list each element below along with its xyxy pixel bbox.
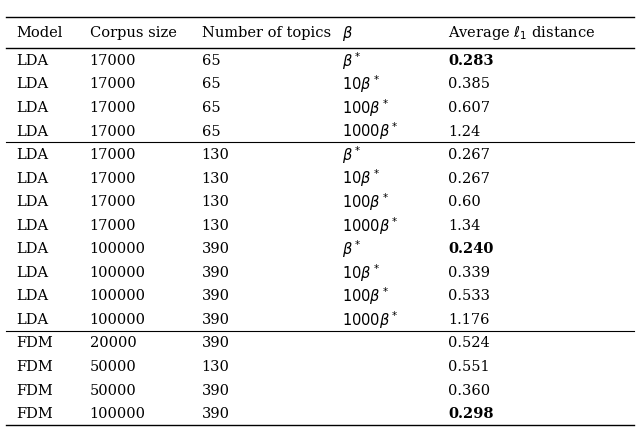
Text: 130: 130: [202, 195, 230, 209]
Text: 0.240: 0.240: [448, 242, 493, 256]
Text: 100000: 100000: [90, 312, 146, 326]
Text: 130: 130: [202, 218, 230, 232]
Text: LDA: LDA: [16, 312, 48, 326]
Text: $10\beta^*$: $10\beta^*$: [342, 167, 380, 189]
Text: $10\beta^*$: $10\beta^*$: [342, 74, 380, 95]
Text: 17000: 17000: [90, 218, 136, 232]
Text: 390: 390: [202, 265, 230, 279]
Text: $\beta^*$: $\beta^*$: [342, 50, 362, 72]
Text: 390: 390: [202, 383, 230, 397]
Text: 65: 65: [202, 124, 220, 138]
Text: 0.524: 0.524: [448, 336, 490, 350]
Text: Model: Model: [16, 26, 62, 40]
Text: 17000: 17000: [90, 101, 136, 115]
Text: $\beta^*$: $\beta^*$: [342, 238, 362, 260]
Text: 390: 390: [202, 289, 230, 303]
Text: LDA: LDA: [16, 195, 48, 209]
Text: 1.24: 1.24: [448, 124, 480, 138]
Text: 100000: 100000: [90, 265, 146, 279]
Text: $1000\beta^*$: $1000\beta^*$: [342, 214, 399, 236]
Text: 0.533: 0.533: [448, 289, 490, 303]
Text: 20000: 20000: [90, 336, 136, 350]
Text: 390: 390: [202, 312, 230, 326]
Text: 0.267: 0.267: [448, 148, 490, 162]
Text: $100\beta^*$: $100\beta^*$: [342, 285, 390, 307]
Text: $\beta^*$: $\beta^*$: [342, 144, 362, 166]
Text: LDA: LDA: [16, 148, 48, 162]
Text: FDM: FDM: [16, 406, 52, 420]
Text: 390: 390: [202, 336, 230, 350]
Text: 390: 390: [202, 242, 230, 256]
Text: $1000\beta^*$: $1000\beta^*$: [342, 308, 399, 330]
Text: 17000: 17000: [90, 195, 136, 209]
Text: 100000: 100000: [90, 242, 146, 256]
Text: 65: 65: [202, 101, 220, 115]
Text: 65: 65: [202, 77, 220, 91]
Text: LDA: LDA: [16, 171, 48, 185]
Text: FDM: FDM: [16, 359, 52, 373]
Text: 17000: 17000: [90, 148, 136, 162]
Text: Corpus size: Corpus size: [90, 26, 177, 40]
Text: Average $\ell_1$ distance: Average $\ell_1$ distance: [448, 24, 595, 42]
Text: 0.339: 0.339: [448, 265, 490, 279]
Text: 17000: 17000: [90, 54, 136, 68]
Text: LDA: LDA: [16, 265, 48, 279]
Text: 130: 130: [202, 359, 230, 373]
Text: 0.283: 0.283: [448, 54, 493, 68]
Text: $100\beta^*$: $100\beta^*$: [342, 191, 390, 212]
Text: LDA: LDA: [16, 289, 48, 303]
Text: 1.176: 1.176: [448, 312, 490, 326]
Text: 390: 390: [202, 406, 230, 420]
Text: 0.360: 0.360: [448, 383, 490, 397]
Text: 0.607: 0.607: [448, 101, 490, 115]
Text: FDM: FDM: [16, 336, 52, 350]
Text: 50000: 50000: [90, 359, 136, 373]
Text: 0.60: 0.60: [448, 195, 481, 209]
Text: 0.551: 0.551: [448, 359, 490, 373]
Text: LDA: LDA: [16, 101, 48, 115]
Text: LDA: LDA: [16, 218, 48, 232]
Text: 65: 65: [202, 54, 220, 68]
Text: 17000: 17000: [90, 77, 136, 91]
Text: LDA: LDA: [16, 124, 48, 138]
Text: $10\beta^*$: $10\beta^*$: [342, 261, 380, 283]
Text: 0.385: 0.385: [448, 77, 490, 91]
Text: 1.34: 1.34: [448, 218, 481, 232]
Text: 50000: 50000: [90, 383, 136, 397]
Text: LDA: LDA: [16, 54, 48, 68]
Text: 17000: 17000: [90, 124, 136, 138]
Text: 100000: 100000: [90, 406, 146, 420]
Text: 0.298: 0.298: [448, 406, 493, 420]
Text: 100000: 100000: [90, 289, 146, 303]
Text: FDM: FDM: [16, 383, 52, 397]
Text: LDA: LDA: [16, 242, 48, 256]
Text: 17000: 17000: [90, 171, 136, 185]
Text: 130: 130: [202, 148, 230, 162]
Text: 0.267: 0.267: [448, 171, 490, 185]
Text: 130: 130: [202, 171, 230, 185]
Text: $\beta$: $\beta$: [342, 24, 353, 43]
Text: LDA: LDA: [16, 77, 48, 91]
Text: $100\beta^*$: $100\beta^*$: [342, 97, 390, 119]
Text: Number of topics: Number of topics: [202, 26, 331, 40]
Text: $1000\beta^*$: $1000\beta^*$: [342, 120, 399, 142]
